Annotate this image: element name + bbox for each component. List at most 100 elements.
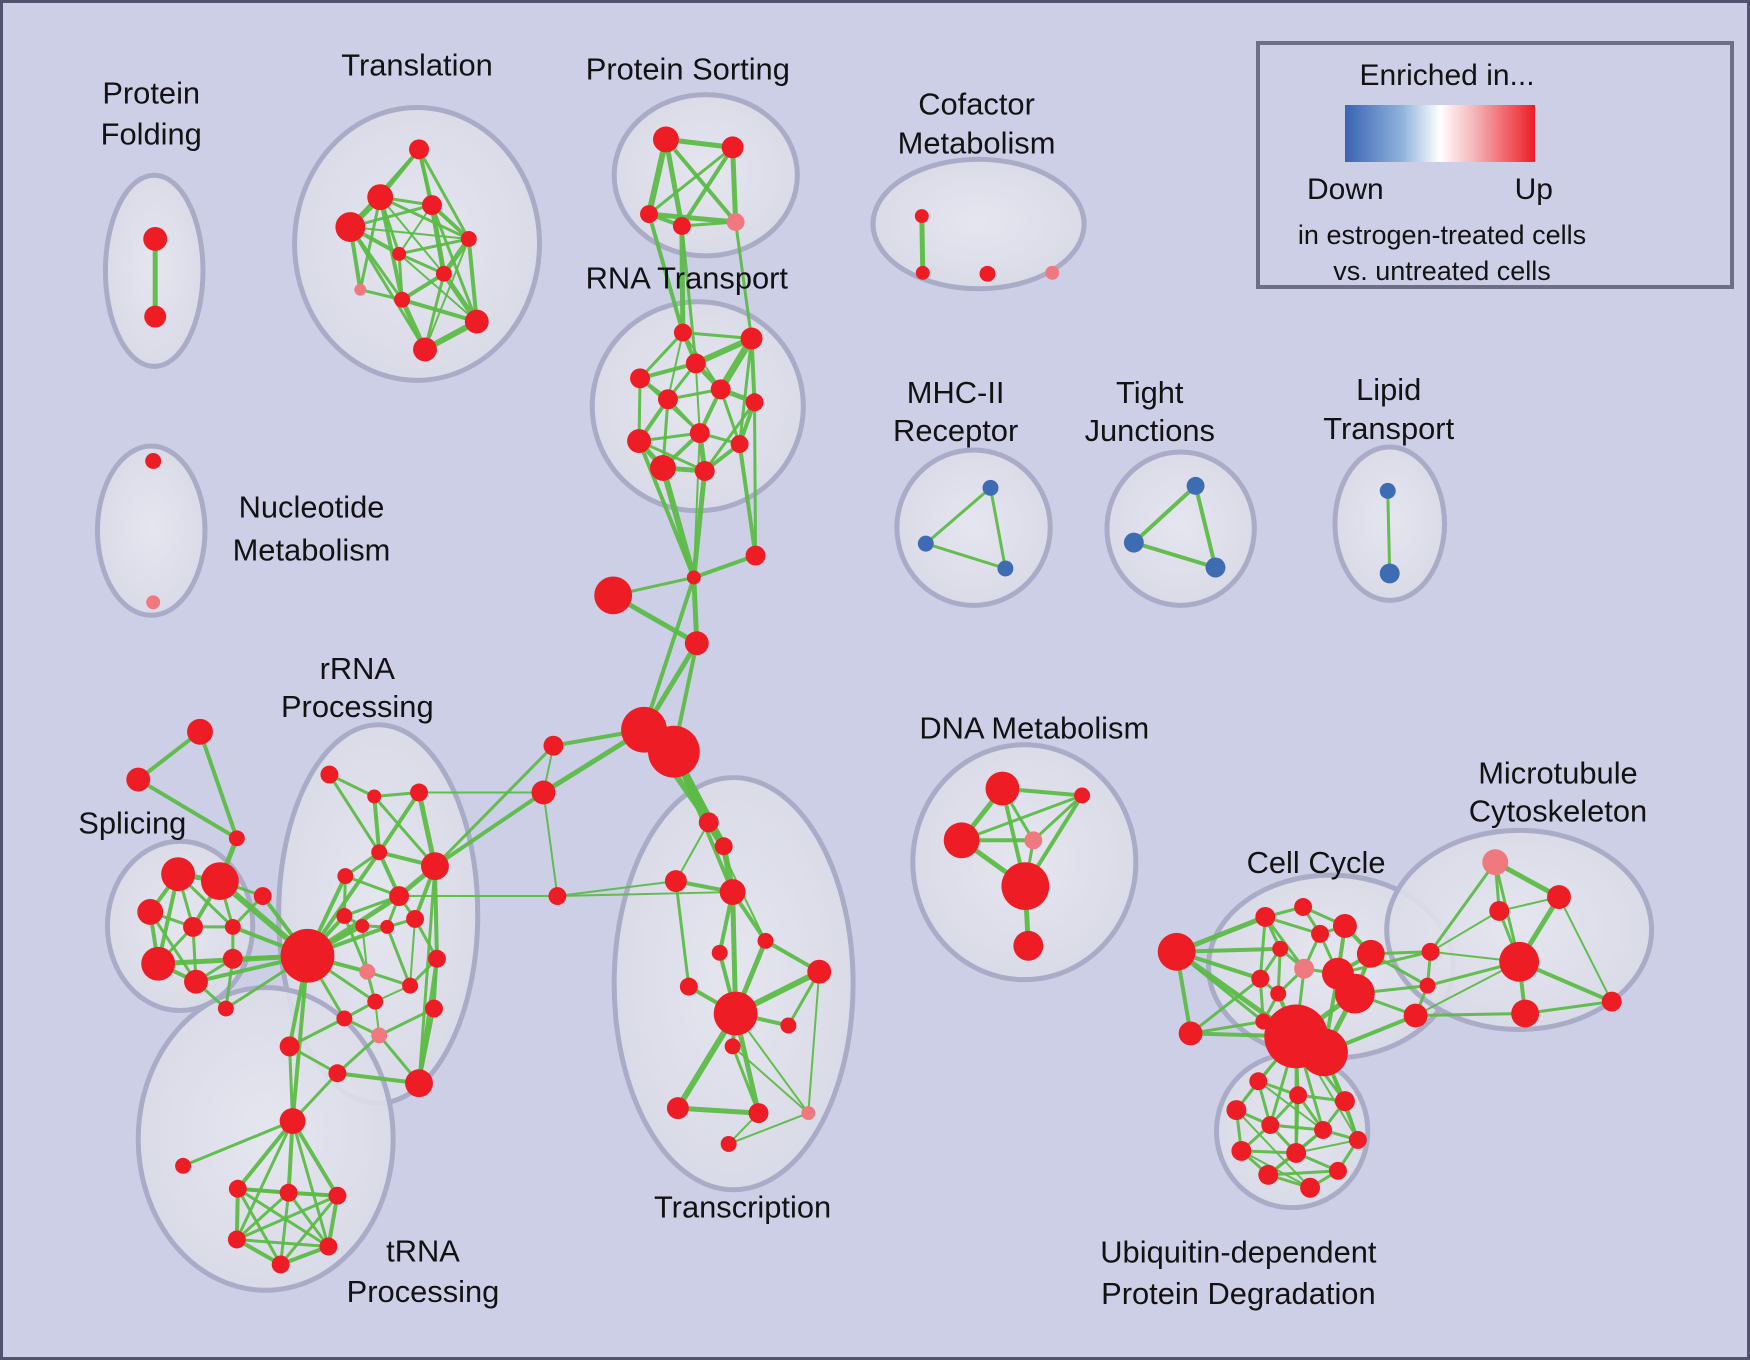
cluster-label-transcription: Transcription bbox=[654, 1190, 831, 1225]
network-edge bbox=[433, 744, 555, 868]
network-node-111 bbox=[1251, 969, 1270, 988]
network-edge bbox=[377, 790, 422, 855]
cluster-label-lipid-transport: Transport bbox=[1323, 411, 1454, 446]
network-edge bbox=[372, 794, 437, 868]
network-node-118 bbox=[1270, 985, 1287, 1002]
network-edge bbox=[432, 790, 546, 869]
network-edge bbox=[136, 777, 239, 841]
network-node-131 bbox=[1226, 1100, 1247, 1121]
network-edge bbox=[703, 400, 757, 473]
network-edge bbox=[680, 220, 738, 228]
network-edge bbox=[1386, 489, 1392, 575]
network-node-142 bbox=[979, 265, 996, 282]
network-edge bbox=[694, 362, 701, 435]
network-node-44 bbox=[757, 932, 774, 949]
network-edge bbox=[919, 213, 926, 276]
network-node-50 bbox=[666, 1097, 689, 1120]
network-edge bbox=[136, 729, 202, 782]
network-edge bbox=[734, 220, 754, 341]
network-node-17 bbox=[726, 213, 745, 231]
cluster-label-nucleotide-metabolism: Metabolism bbox=[233, 533, 391, 568]
network-node-96 bbox=[271, 1255, 290, 1274]
network-node-22 bbox=[657, 389, 678, 410]
legend-subtitle-line2: vs. untreated cells bbox=[1333, 256, 1551, 286]
network-node-0 bbox=[143, 227, 168, 251]
network-edge bbox=[1414, 1012, 1527, 1018]
network-node-120 bbox=[1264, 1004, 1328, 1069]
network-edge bbox=[1257, 1080, 1325, 1132]
network-node-82 bbox=[367, 993, 384, 1010]
network-node-27 bbox=[730, 435, 749, 454]
cluster-ellipse-tight-junctions bbox=[1104, 449, 1257, 608]
network-edge bbox=[924, 486, 992, 546]
cluster-ellipse-protein-sorting bbox=[611, 92, 800, 259]
network-node-48 bbox=[780, 1017, 797, 1034]
network-node-13 bbox=[652, 126, 679, 153]
network-node-59 bbox=[137, 899, 164, 925]
cluster-label-trna-processing: Processing bbox=[347, 1274, 500, 1309]
network-edge bbox=[737, 442, 758, 558]
network-node-105 bbox=[1294, 898, 1313, 916]
network-edge bbox=[1258, 915, 1267, 981]
network-node-113 bbox=[1421, 942, 1440, 961]
network-node-29 bbox=[694, 460, 715, 481]
legend-down-label: Down bbox=[1307, 173, 1384, 206]
network-edge bbox=[731, 1045, 810, 1115]
network-edge bbox=[638, 331, 685, 380]
network-node-81 bbox=[427, 949, 446, 968]
network-edge bbox=[290, 1119, 340, 1198]
network-node-56 bbox=[228, 830, 245, 847]
network-node-57 bbox=[161, 857, 196, 892]
cluster-label-splicing: Splicing bbox=[78, 805, 186, 840]
network-edge bbox=[400, 271, 446, 302]
network-edge bbox=[988, 486, 1007, 570]
network-node-68 bbox=[320, 765, 339, 784]
network-edge bbox=[349, 226, 470, 240]
network-node-114 bbox=[1419, 977, 1436, 994]
network-node-123 bbox=[1547, 885, 1571, 909]
network-edge bbox=[235, 1238, 330, 1248]
network-node-108 bbox=[1356, 939, 1385, 968]
network-node-38 bbox=[548, 887, 567, 906]
cluster-label-tight-junctions: Tight bbox=[1116, 375, 1184, 410]
network-node-60 bbox=[183, 916, 203, 937]
network-node-5 bbox=[335, 212, 366, 242]
network-node-110 bbox=[1294, 958, 1315, 979]
network-node-69 bbox=[367, 789, 382, 804]
network-node-8 bbox=[435, 265, 452, 282]
network-node-49 bbox=[724, 1038, 741, 1055]
cluster-label-protein-folding: Protein bbox=[102, 76, 200, 111]
legend-box: Enriched in... Down Up in estrogen-treat… bbox=[1256, 41, 1734, 289]
network-node-149 bbox=[1205, 557, 1226, 578]
cluster-ellipse-cofactor-metabolism bbox=[870, 156, 1087, 292]
network-node-3 bbox=[367, 184, 394, 211]
network-node-31 bbox=[686, 570, 701, 585]
network-node-16 bbox=[672, 217, 691, 235]
network-node-10 bbox=[394, 291, 411, 308]
legend-range-labels: Down Up bbox=[1307, 173, 1553, 207]
network-edge bbox=[659, 464, 697, 581]
network-edge bbox=[674, 821, 710, 883]
network-edge bbox=[417, 147, 471, 241]
network-node-51 bbox=[748, 1103, 769, 1124]
network-node-134 bbox=[1348, 1131, 1367, 1149]
network-node-97 bbox=[985, 771, 1020, 806]
network-edge bbox=[646, 211, 739, 225]
network-edge bbox=[663, 136, 685, 229]
network-node-87 bbox=[328, 1064, 347, 1083]
network-edge bbox=[291, 1119, 330, 1248]
cluster-label-lipid-transport: Lipid bbox=[1356, 372, 1421, 407]
network-node-77 bbox=[380, 919, 395, 934]
network-node-143 bbox=[1045, 265, 1060, 280]
network-node-140 bbox=[914, 209, 929, 224]
network-node-144 bbox=[982, 479, 999, 496]
network-node-80 bbox=[402, 977, 419, 994]
network-node-28 bbox=[649, 454, 676, 481]
network-node-39 bbox=[698, 812, 719, 833]
network-edge bbox=[181, 1119, 295, 1168]
network-node-40 bbox=[714, 837, 733, 856]
network-node-75 bbox=[336, 907, 353, 924]
cluster-label-rrna-processing: Processing bbox=[281, 689, 434, 724]
network-node-86 bbox=[279, 1036, 300, 1057]
network-node-67 bbox=[280, 928, 335, 983]
